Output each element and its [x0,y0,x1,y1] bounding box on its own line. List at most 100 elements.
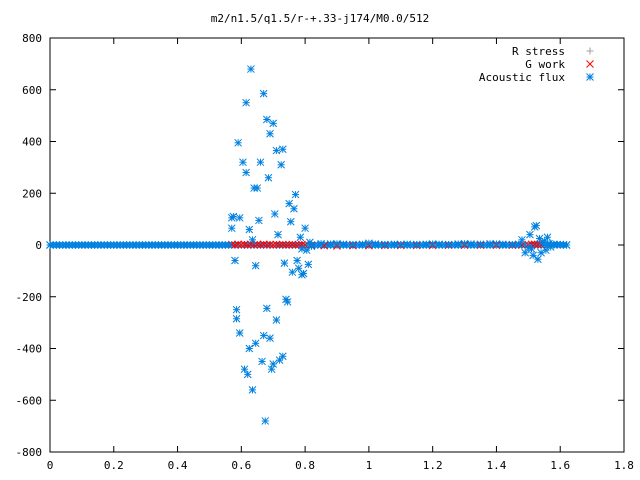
g-work-point [269,241,278,249]
legend-label-g-work: G work [525,58,565,71]
acoustic-flux-point [277,160,286,169]
acoustic-flux-point [270,210,279,218]
acoustic-flux-point [562,241,571,249]
g-work-point [259,240,268,249]
g-work-point [291,241,300,249]
g-work-point [275,240,284,249]
y-tick-label: 600 [22,84,42,97]
acoustic-flux-point [380,240,389,249]
g-work-point [247,240,255,249]
legend-marker-acoustic-flux [586,73,594,81]
acoustic-flux-point [235,329,244,337]
g-work-point [278,240,287,249]
acoustic-flux-point [255,216,263,225]
acoustic-flux-point [247,65,255,73]
acoustic-flux-point [476,240,485,249]
acoustic-flux-point [278,145,287,154]
acoustic-flux-point [267,365,276,374]
acoustic-flux-point [229,212,238,221]
acoustic-flux-point [365,239,373,248]
acoustic-flux-point [307,242,316,251]
acoustic-flux-point [291,190,300,199]
acoustic-flux-point [508,240,517,249]
acoustic-flux-point [262,115,271,124]
acoustic-flux-point [543,233,552,242]
acoustic-flux-point [235,213,244,222]
g-work-point [262,240,271,249]
g-work-point [237,240,246,249]
acoustic-flux-point [266,334,274,343]
acoustic-flux-point [290,204,298,213]
g-work-point [272,240,281,249]
acoustic-flux-point [231,256,239,265]
x-tick-label: 0.4 [168,459,188,472]
x-tick-label: 1 [366,459,373,472]
y-tick-label: -400 [16,343,43,356]
acoustic-flux-point [454,240,463,248]
acoustic-flux-point [224,241,233,249]
x-tick-label: 1.8 [614,459,634,472]
acoustic-flux-point [266,129,274,138]
acoustic-flux-point [333,239,341,248]
y-tick-label: -200 [16,291,43,304]
acoustic-flux-point [282,295,290,304]
acoustic-flux-point [293,256,301,265]
legend-label-acoustic-flux: Acoustic flux [479,71,565,84]
acoustic-flux-point [317,239,325,248]
acoustic-flux-point [232,305,241,314]
acoustic-flux-point [256,158,265,167]
chart-title: m2/n1.5/q1.5/r-+.33-j174/M0.0/512 [211,12,430,25]
acoustic-flux-point [286,217,295,226]
acoustic-flux-point [358,240,367,249]
g-work-point [282,241,290,249]
g-work-point [294,240,303,249]
g-work-point [530,240,539,249]
legend-marker-g-work [586,60,594,68]
acoustic-flux-point [518,235,526,244]
x-tick-label: 0.8 [295,459,315,472]
acoustic-flux-point [529,251,537,260]
acoustic-flux-point [258,357,266,366]
acoustic-flux-point [371,240,380,248]
acoustic-flux-point [242,98,250,107]
g-work-point [250,240,258,249]
acoustic-flux-point [390,240,399,249]
y-tick-label: -800 [16,446,43,459]
g-work-point [288,240,297,249]
acoustic-flux-point [288,268,297,277]
acoustic-flux-point [280,259,289,267]
y-tick-label: 0 [35,239,42,252]
acoustic-flux-point [274,230,282,239]
acoustic-flux-point [245,344,254,353]
acoustic-flux-point [248,235,257,244]
y-tick-label: -600 [16,394,43,407]
acoustic-flux-point [261,417,270,425]
acoustic-flux-point [534,255,542,264]
g-work-point [227,240,236,249]
axis-ticks: 0 0.2 0.4 0.6 0.8 1 1.2 1.4 1.6 1.88006004002000-… [16,32,634,472]
acoustic-flux-point [239,158,247,167]
x-tick-label: 1.4 [487,459,507,472]
x-tick-label: 1.2 [423,459,443,472]
acoustic-flux-point [403,240,412,249]
acoustic-flux-point [492,240,501,248]
acoustic-flux-point [253,184,262,192]
acoustic-flux-point [396,240,405,249]
acoustic-flux-point [514,240,523,249]
x-tick-label: 1.6 [550,459,570,472]
y-tick-label: 800 [22,32,42,45]
acoustic-flux-point [248,386,257,394]
acoustic-flux-point [326,240,335,248]
acoustic-flux-point [296,233,305,242]
acoustic-flux-point [444,240,453,249]
acoustic-flux-series [46,65,571,425]
y-tick-label: 400 [22,136,42,149]
acoustic-flux-point [251,261,260,270]
acoustic-flux-point [278,352,287,361]
data-marks [46,65,571,425]
acoustic-flux-point [227,224,236,233]
acoustic-flux-point [422,240,431,249]
acoustic-flux-point [259,331,268,340]
acoustic-flux-point [242,168,250,177]
